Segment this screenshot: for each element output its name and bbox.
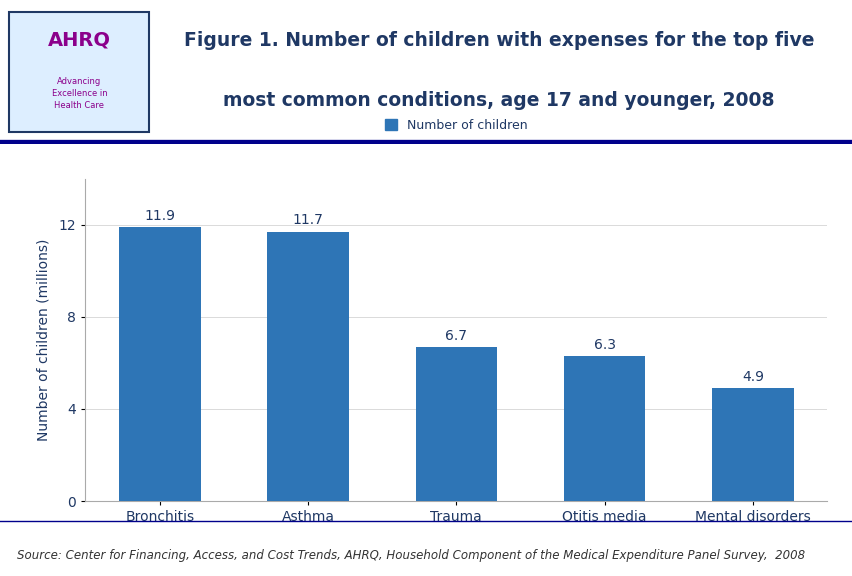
- Text: Figure 1. Number of children with expenses for the top five: Figure 1. Number of children with expens…: [183, 31, 814, 50]
- Bar: [563, 356, 645, 501]
- Y-axis label: Number of children (millions): Number of children (millions): [37, 238, 50, 441]
- Text: AHRQ: AHRQ: [48, 31, 111, 50]
- Text: 4.9: 4.9: [741, 370, 763, 384]
- Text: 11.9: 11.9: [144, 209, 176, 223]
- Text: most common conditions, age 17 and younger, 2008: most common conditions, age 17 and young…: [223, 92, 774, 110]
- Bar: [711, 388, 792, 501]
- Bar: [267, 232, 348, 501]
- Bar: [415, 347, 497, 501]
- Text: 6.7: 6.7: [445, 328, 467, 343]
- Text: 6.3: 6.3: [593, 338, 615, 352]
- Legend: Number of children: Number of children: [380, 114, 532, 137]
- FancyBboxPatch shape: [9, 12, 149, 132]
- Bar: [119, 227, 200, 501]
- Text: 11.7: 11.7: [292, 213, 323, 228]
- Text: Source: Center for Financing, Access, and Cost Trends, AHRQ, Household Component: Source: Center for Financing, Access, an…: [17, 548, 804, 562]
- Text: Advancing
Excellence in
Health Care: Advancing Excellence in Health Care: [51, 77, 107, 110]
